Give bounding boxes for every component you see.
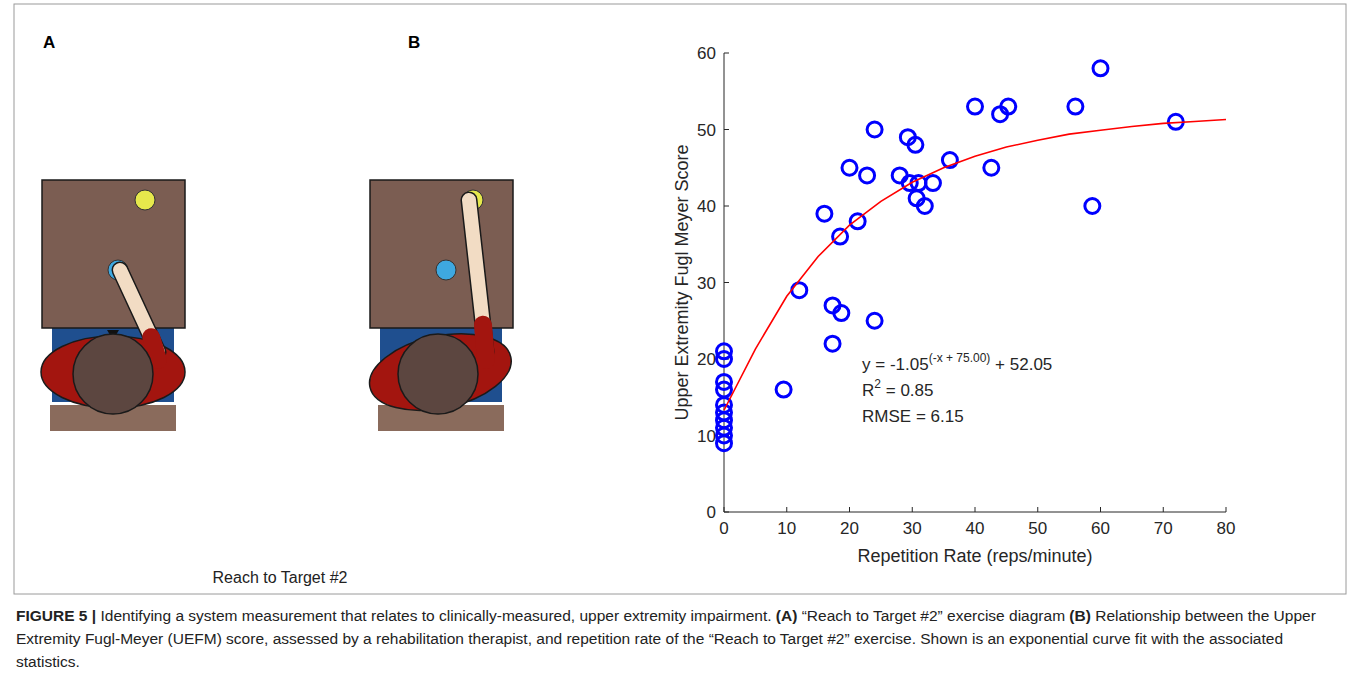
data-point bbox=[792, 283, 807, 298]
annotation: R2 = 0.85 bbox=[862, 377, 933, 400]
data-point bbox=[892, 168, 907, 183]
x-tick-label: 80 bbox=[1217, 519, 1236, 538]
data-point bbox=[867, 313, 882, 328]
fit-curve bbox=[724, 120, 1226, 411]
y-tick-label: 60 bbox=[697, 44, 716, 63]
annotation-suffix: + 52.05 bbox=[990, 355, 1052, 374]
caption-text: Identifying a system measurement that re… bbox=[100, 607, 771, 624]
panel-label: Reach to Target #2 bbox=[213, 569, 348, 586]
x-tick-label: 70 bbox=[1154, 519, 1173, 538]
data-point bbox=[833, 229, 848, 244]
y-tick-label: 10 bbox=[697, 427, 716, 446]
x-tick bbox=[912, 507, 913, 512]
x-tick-label: 60 bbox=[1091, 519, 1110, 538]
body bbox=[362, 322, 518, 422]
annotation: RMSE = 6.15 bbox=[862, 407, 964, 426]
annotation-suffix: = 0.85 bbox=[881, 381, 933, 400]
x-tick-label: 50 bbox=[1028, 519, 1047, 538]
data-point bbox=[717, 436, 732, 451]
y-tick bbox=[724, 53, 729, 54]
y-tick bbox=[724, 282, 729, 283]
panel-letter: A bbox=[43, 33, 55, 52]
caption: FIGURE 5 | Identifying a system measurem… bbox=[16, 604, 1344, 673]
x-tick bbox=[1100, 507, 1101, 512]
data-point bbox=[860, 168, 875, 183]
figure-label: FIGURE 5 | bbox=[16, 607, 96, 624]
torso bbox=[362, 322, 518, 422]
axes: 0 10 20 30 40 50 60 70 80 0 10 20 30 40 50 60 bbox=[697, 44, 1235, 538]
data-point bbox=[1068, 99, 1083, 114]
annotation-text: y = -1.05 bbox=[862, 355, 929, 374]
data-point bbox=[1001, 99, 1016, 114]
x-tick bbox=[1037, 507, 1038, 512]
data-point bbox=[717, 352, 732, 367]
sleeve bbox=[151, 337, 158, 360]
data-point bbox=[867, 122, 882, 137]
y-tick-label: 0 bbox=[707, 503, 716, 522]
data-point bbox=[917, 199, 932, 214]
caption-item-text: “Reach to Target #2” exercise diagram bbox=[802, 607, 1065, 624]
figure-frame bbox=[14, 4, 1346, 594]
y-tick bbox=[724, 206, 729, 207]
x-axis-title: Repetition Rate (reps/minute) bbox=[857, 546, 1092, 566]
data-point bbox=[850, 214, 865, 229]
y-tick-label: 50 bbox=[697, 121, 716, 140]
data-point bbox=[1093, 61, 1108, 76]
x-tick bbox=[1226, 507, 1227, 512]
data-point bbox=[842, 160, 857, 175]
x-tick bbox=[1163, 507, 1164, 512]
data-point bbox=[1085, 199, 1100, 214]
annotation-text: RMSE = 6.15 bbox=[862, 407, 964, 426]
data-point bbox=[834, 306, 849, 321]
annotation-superscript: (-x + 75.00) bbox=[929, 351, 991, 365]
plot-marks bbox=[717, 61, 1227, 451]
x-tick bbox=[786, 507, 787, 512]
y-tick bbox=[724, 129, 729, 130]
annotation: y = -1.05(-x + 75.00) + 52.05 bbox=[862, 351, 1052, 374]
x-tick bbox=[849, 507, 850, 512]
data-point bbox=[925, 176, 940, 191]
annotation-text: R bbox=[862, 381, 874, 400]
table bbox=[42, 180, 185, 328]
y-tick-label: 40 bbox=[697, 197, 716, 216]
head bbox=[73, 334, 153, 414]
x-tick-label: 40 bbox=[966, 519, 985, 538]
data-point bbox=[776, 382, 791, 397]
table bbox=[370, 180, 513, 328]
x-tick bbox=[724, 507, 725, 512]
panel-letter: B bbox=[408, 33, 420, 52]
x-tick bbox=[975, 507, 976, 512]
target-yellow bbox=[135, 190, 155, 210]
data-point bbox=[825, 336, 840, 351]
data-point bbox=[908, 137, 923, 152]
y-tick-label: 20 bbox=[697, 350, 716, 369]
x-tick-label: 20 bbox=[840, 519, 859, 538]
y-tick bbox=[724, 512, 729, 513]
caption-letter: (A) bbox=[776, 607, 798, 624]
x-tick-label: 30 bbox=[903, 519, 922, 538]
data-point bbox=[717, 382, 732, 397]
y-tick-label: 30 bbox=[697, 274, 716, 293]
head bbox=[398, 334, 478, 414]
x-tick-label: 0 bbox=[719, 519, 728, 538]
data-point bbox=[968, 99, 983, 114]
data-point bbox=[984, 160, 999, 175]
y-axis-title: Upper Extremity Fugl Meyer Score bbox=[672, 144, 692, 420]
data-point bbox=[817, 206, 832, 221]
exercise-figure bbox=[41, 180, 185, 431]
target-blue bbox=[436, 260, 456, 280]
exercise-figure bbox=[362, 180, 518, 431]
caption-letter: (B) bbox=[1069, 607, 1091, 624]
sleeve bbox=[483, 325, 486, 360]
x-tick-label: 10 bbox=[777, 519, 796, 538]
